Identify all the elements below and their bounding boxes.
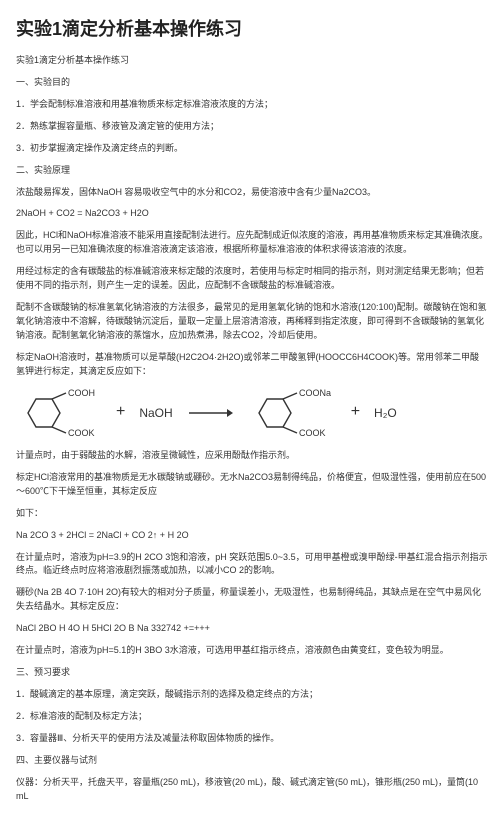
svg-text:COONa: COONa <box>299 388 331 398</box>
plus-icon: + <box>116 400 125 425</box>
text: 硼砂(Na 2B 4O 7·10H 2O)有较大的相对分子质量，称量误差小，无吸… <box>16 586 488 614</box>
text: 如下： <box>16 507 488 521</box>
product-structure-icon: COONa COOK <box>247 387 337 439</box>
equation: Na 2CO 3 + 2HCl = 2NaCl + CO 2↑ + H 2O <box>16 529 488 543</box>
equation: 2NaOH + CO2 = Na2CO3 + H2O <box>16 207 488 221</box>
section-3-heading: 三、预习要求 <box>16 666 488 680</box>
text: 配制不含碳酸钠的标准氢氧化钠溶液的方法很多，最常见的是用氢氧化钠的饱和水溶液(1… <box>16 301 488 343</box>
reagent-label: NaOH <box>139 404 172 423</box>
text: 标定NaOH溶液时，基准物质可以是草酸(H2C2O4·2H2O)或邻苯二甲酸氢钾… <box>16 351 488 379</box>
text: 计量点时，由于弱酸盐的水解，溶液呈微碱性，应采用酚酞作指示剂。 <box>16 449 488 463</box>
svg-text:COOK: COOK <box>68 428 95 438</box>
text: 1．学会配制标准溶液和用基准物质来标定标准溶液浓度的方法； <box>16 98 488 112</box>
section-1-heading: 一、实验目的 <box>16 76 488 90</box>
text: 在计量点时，溶液为pH=3.9的H 2CO 3饱和溶液，pH 突跃范围5.0~3… <box>16 551 488 579</box>
reaction-diagram: COOH COOK + NaOH COONa COOK + H₂O <box>16 387 488 439</box>
text: 2．熟练掌握容量瓶、移液管及滴定管的使用方法； <box>16 120 488 134</box>
text: 3．初步掌握滴定操作及滴定终点的判断。 <box>16 142 488 156</box>
text: 2．标准溶液的配制及标定方法； <box>16 710 488 724</box>
equation: NaCl 2BO H 4O H 5HCl 2O B Na 332742 +=++… <box>16 622 488 636</box>
text: 因此，HCl和NaOH标准溶液不能采用直接配制法进行。应先配制成近似浓度的溶液，… <box>16 229 488 257</box>
section-4-heading: 四、主要仪器与试剂 <box>16 754 488 768</box>
water-label: H₂O <box>374 404 397 423</box>
text: 1．酸碱滴定的基本原理，滴定突跃，酸碱指示剂的选择及稳定终点的方法； <box>16 688 488 702</box>
plus-icon: + <box>351 400 360 425</box>
text: 浓盐酸易挥发，固体NaOH 容易吸收空气中的水分和CO2，易使溶液中含有少量Na… <box>16 186 488 200</box>
subtitle: 实验1滴定分析基本操作练习 <box>16 54 488 68</box>
text: 仪器：分析天平，托盘天平，容量瓶(250 mL)，移液管(20 mL)，酸、碱式… <box>16 776 488 804</box>
arrow-icon <box>187 406 233 420</box>
text: 3．容量器Ⅲ、分析天平的使用方法及减量法称取固体物质的操作。 <box>16 732 488 746</box>
svg-text:COOK: COOK <box>299 428 326 438</box>
reactant-structure-icon: COOH COOK <box>16 387 102 439</box>
section-2-heading: 二、实验原理 <box>16 164 488 178</box>
page-title: 实验1滴定分析基本操作练习 <box>16 16 488 44</box>
text: 标定HCl溶液常用的基准物质是无水碳酸钠或硼砂。无水Na2CO3易制得纯品，价格… <box>16 471 488 499</box>
text: 用经过标定的含有碳酸盐的标准碱溶液来标定酸的浓度时，若使用与标定时相同的指示剂，… <box>16 265 488 293</box>
text: 在计量点时，溶液为pH=5.1的H 3BO 3水溶液，可选用甲基红指示终点，溶液… <box>16 644 488 658</box>
svg-text:COOH: COOH <box>68 388 95 398</box>
